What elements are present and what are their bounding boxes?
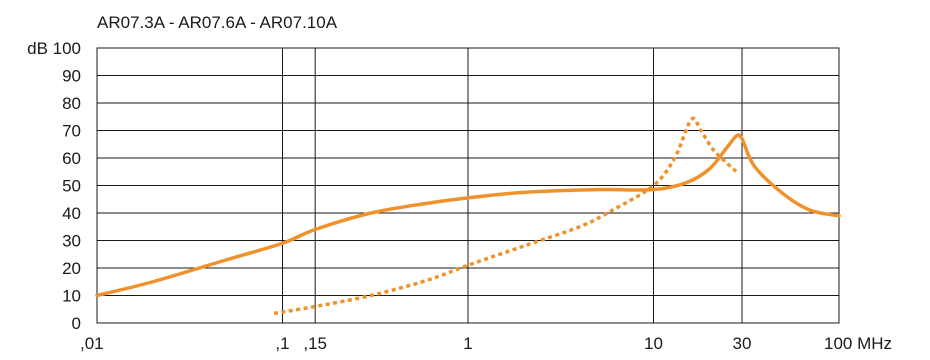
y-tick-label: 90 (62, 67, 81, 86)
y-tick-label: 30 (62, 232, 81, 251)
y-tick-label: 10 (62, 287, 81, 306)
y-tick-label: 50 (62, 177, 81, 196)
x-tick-label: ,01 (80, 334, 104, 353)
x-tick-label: 1 (463, 334, 472, 353)
series-line-dotted (273, 116, 738, 316)
plot-frame (96, 47, 840, 324)
y-tick-label: 0 (72, 314, 81, 333)
series-line-solid (95, 133, 841, 298)
x-tick-label: ,15 (303, 334, 327, 353)
series-layer (95, 116, 841, 316)
x-tick-label: 30 (733, 334, 752, 353)
y-axis: 0 10 20 30 40 50 60 70 80 90 dB 100 (27, 39, 81, 333)
x-tick-label: 100 MHz (824, 334, 892, 353)
y-tick-label: dB 100 (27, 39, 81, 58)
y-tick-label: 70 (62, 122, 81, 141)
chart-title: AR07.3A - AR07.6A - AR07.10A (97, 13, 338, 32)
y-tick-label: 60 (62, 149, 81, 168)
x-tick-label: ,1 (275, 334, 289, 353)
x-axis: ,01 ,1 ,15 1 10 30 100 MHz (80, 334, 892, 353)
y-tick-label: 20 (62, 259, 81, 278)
grid (96, 47, 840, 324)
y-tick-label: 80 (62, 94, 81, 113)
x-tick-label: 10 (644, 334, 663, 353)
y-tick-label: 40 (62, 204, 81, 223)
